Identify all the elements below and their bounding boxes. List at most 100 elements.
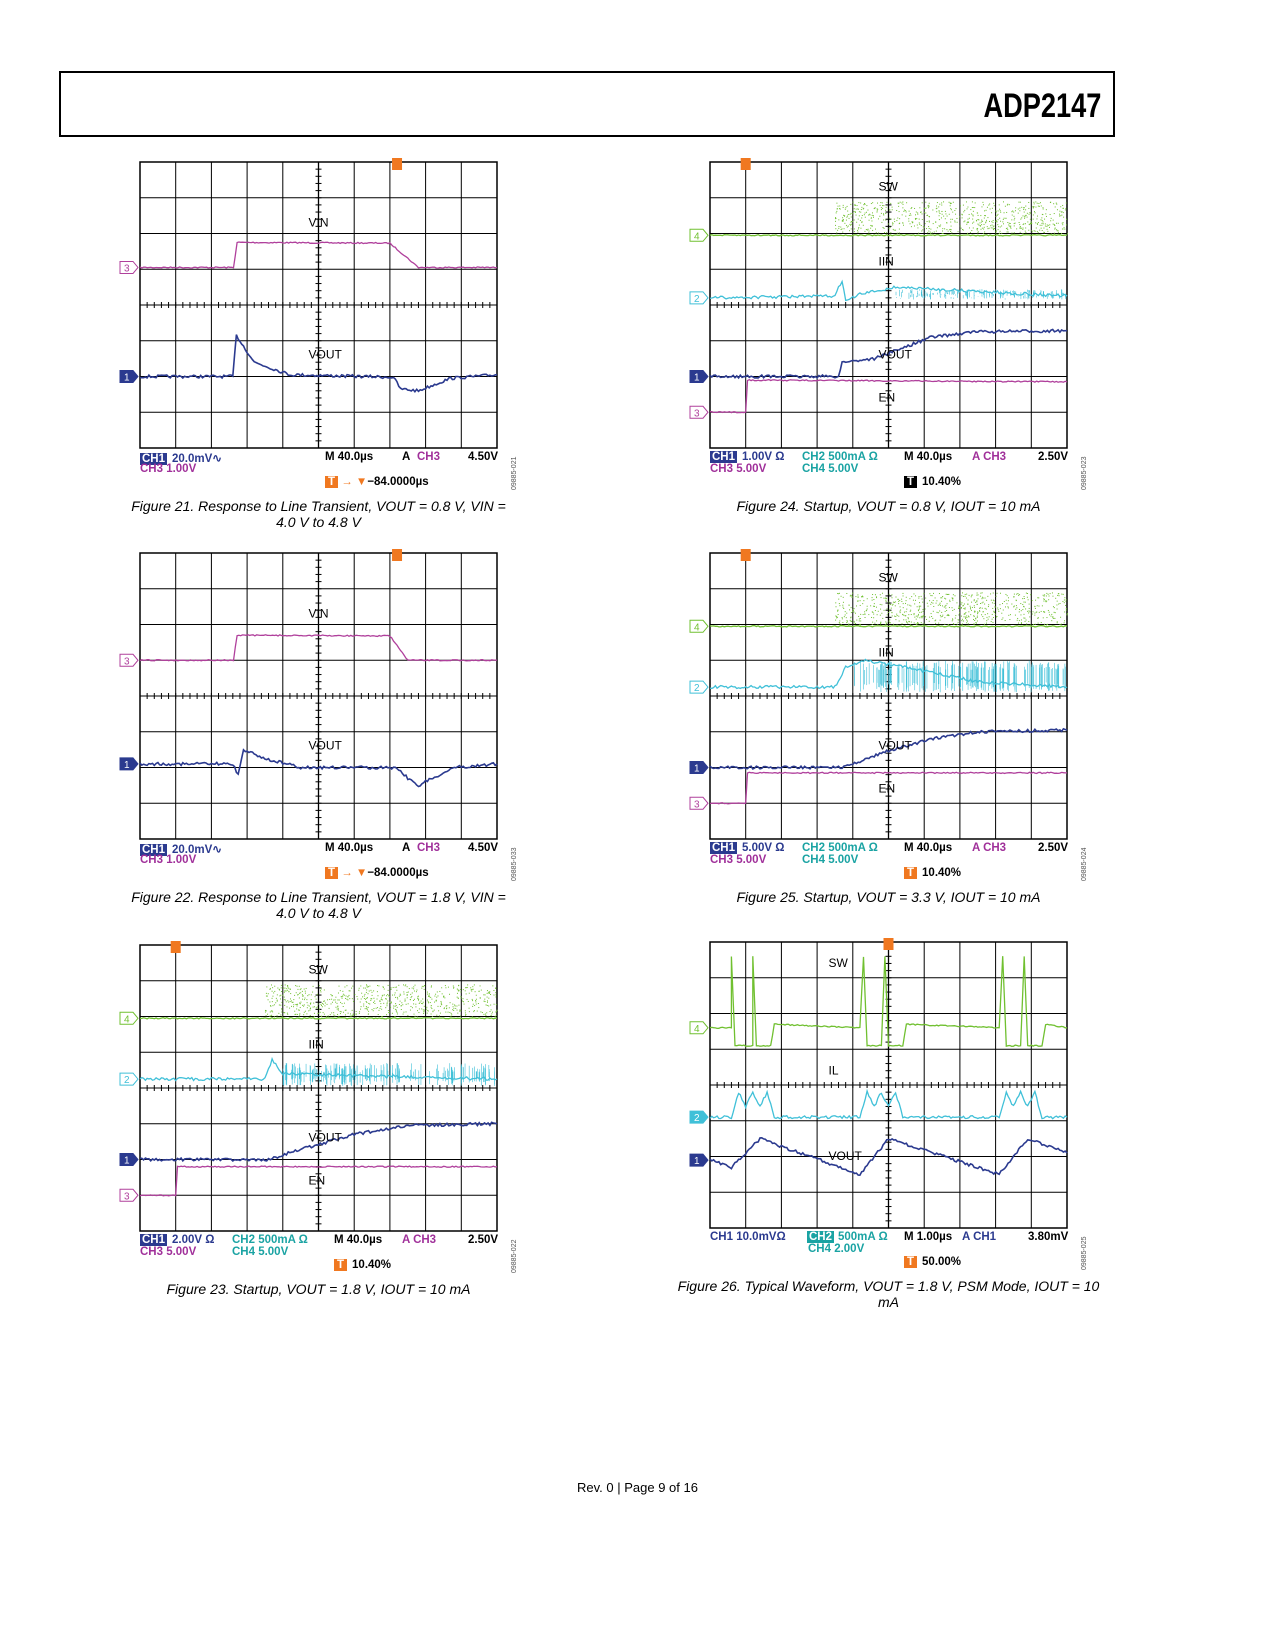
sw-dot bbox=[918, 232, 920, 234]
trigger-marker-icon bbox=[883, 938, 894, 950]
sw-dot bbox=[859, 604, 861, 606]
sw-dot bbox=[483, 994, 485, 996]
sw-dot bbox=[466, 987, 468, 989]
sw-dot bbox=[995, 230, 997, 232]
sw-dot bbox=[366, 1008, 368, 1010]
sw-dot bbox=[903, 619, 905, 621]
sw-dot bbox=[1005, 217, 1007, 219]
sw-dot bbox=[913, 225, 915, 227]
sw-dot bbox=[956, 623, 958, 625]
sw-dot bbox=[910, 614, 912, 616]
sw-dot bbox=[309, 1008, 311, 1010]
sw-dot bbox=[336, 1008, 338, 1010]
sw-dot bbox=[471, 998, 473, 1000]
sw-dot bbox=[1023, 613, 1025, 615]
sw-dot bbox=[382, 1016, 384, 1018]
sw-dot bbox=[1003, 212, 1005, 214]
sw-dot bbox=[1034, 623, 1036, 625]
sw-dot bbox=[458, 985, 460, 987]
sw-dot bbox=[341, 996, 343, 998]
sw-dot bbox=[997, 210, 999, 212]
sw-dot bbox=[330, 1003, 332, 1005]
sw-dot bbox=[488, 992, 490, 994]
sw-dot bbox=[987, 228, 989, 230]
sw-dot bbox=[1015, 207, 1017, 209]
sw-dot bbox=[979, 603, 981, 605]
sw-dot bbox=[387, 1010, 389, 1012]
sw-dot bbox=[283, 987, 285, 989]
sw-dot bbox=[948, 607, 950, 609]
sw-dot bbox=[404, 985, 406, 987]
sw-dot bbox=[875, 228, 877, 230]
sw-dot bbox=[922, 601, 924, 603]
sw-dot bbox=[973, 611, 975, 613]
sw-dot bbox=[999, 608, 1001, 610]
sw-dot bbox=[1032, 624, 1034, 626]
sw-dot bbox=[977, 214, 979, 216]
sw-dot bbox=[841, 220, 843, 222]
sw-dot bbox=[273, 1016, 275, 1018]
sw-dot bbox=[888, 228, 890, 230]
sw-dot bbox=[837, 614, 839, 616]
sw-dot bbox=[371, 994, 373, 996]
sw-dot bbox=[297, 993, 299, 995]
sw-dot bbox=[909, 223, 911, 225]
sw-dot bbox=[891, 594, 893, 596]
sw-dot bbox=[1002, 617, 1004, 619]
sw-dot bbox=[1060, 616, 1062, 618]
sw-dot bbox=[909, 624, 911, 626]
timebase: M 40.0µs bbox=[334, 1234, 383, 1246]
sw-dot bbox=[921, 230, 923, 232]
channel-1-marker-icon: 1 bbox=[689, 1153, 709, 1167]
sw-dot bbox=[938, 211, 940, 213]
sw-dot bbox=[366, 1007, 368, 1009]
sw-dot bbox=[326, 1016, 328, 1018]
sw-dot bbox=[426, 1008, 428, 1010]
status-line-2: CH3 5.00V CH4 5.00V bbox=[710, 854, 1067, 866]
sw-dot bbox=[1034, 212, 1036, 214]
sw-dot bbox=[1062, 222, 1064, 224]
sw-dot bbox=[390, 987, 392, 989]
trace-label: SW bbox=[309, 963, 329, 977]
sw-dot bbox=[850, 228, 852, 230]
sw-dot bbox=[348, 990, 350, 992]
sw-dot bbox=[364, 987, 366, 989]
sw-dot bbox=[302, 995, 304, 997]
sw-dot bbox=[936, 205, 938, 207]
trigger-marker-icon bbox=[392, 549, 403, 561]
sw-dot bbox=[338, 1015, 340, 1017]
sw-dot bbox=[473, 984, 475, 986]
sw-dot bbox=[1040, 622, 1042, 624]
sw-dot bbox=[387, 989, 389, 991]
sw-dot bbox=[885, 212, 887, 214]
sw-dot bbox=[874, 610, 876, 612]
sw-dot bbox=[850, 620, 852, 622]
sw-dot bbox=[950, 225, 952, 227]
sw-dot bbox=[289, 998, 291, 1000]
sw-dot bbox=[835, 217, 837, 219]
svg-text:4: 4 bbox=[694, 231, 700, 242]
sw-dot bbox=[395, 1003, 397, 1005]
sw-dot bbox=[417, 996, 419, 998]
sw-dot bbox=[310, 1003, 312, 1005]
sw-dot bbox=[1060, 211, 1062, 213]
sw-dot bbox=[967, 206, 969, 208]
sw-dot bbox=[944, 623, 946, 625]
sw-dot bbox=[1015, 599, 1017, 601]
sw-dot bbox=[894, 615, 896, 617]
sw-dot bbox=[906, 608, 908, 610]
sw-dot bbox=[1024, 223, 1026, 225]
sw-dot bbox=[928, 207, 930, 209]
sw-dot bbox=[996, 221, 998, 223]
sw-dot bbox=[916, 224, 918, 226]
sw-dot bbox=[344, 986, 346, 988]
sw-dot bbox=[430, 985, 432, 987]
sw-dot bbox=[879, 594, 881, 596]
trace-vout bbox=[709, 727, 1068, 771]
sw-dot bbox=[978, 610, 980, 612]
sw-dot bbox=[1043, 600, 1045, 602]
svg-text:2: 2 bbox=[694, 294, 700, 305]
sw-dot bbox=[375, 1007, 377, 1009]
sw-dot bbox=[475, 998, 477, 1000]
